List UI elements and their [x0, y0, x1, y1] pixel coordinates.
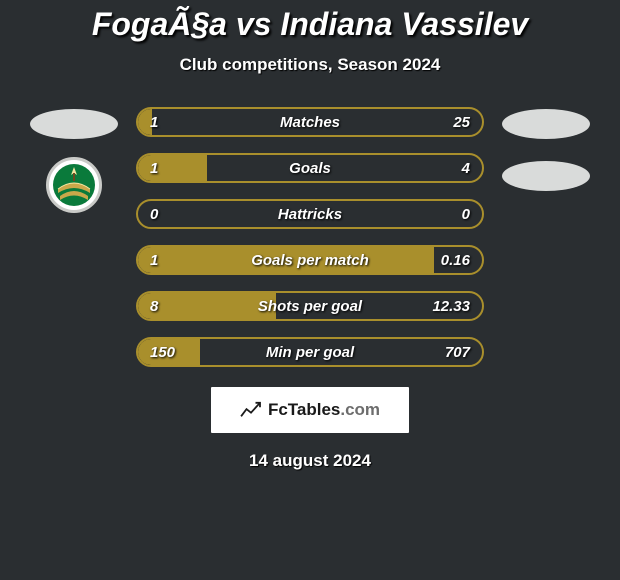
stat-label: Goals: [198, 160, 422, 177]
stat-row: 0Hattricks0: [136, 199, 484, 229]
season-subtitle: Club competitions, Season 2024: [0, 55, 620, 75]
stat-right-value: 0: [422, 206, 482, 223]
stat-left-value: 8: [138, 298, 198, 315]
stat-label: Min per goal: [198, 344, 422, 361]
stat-right-value: 4: [422, 160, 482, 177]
left-player-avatar: [30, 109, 118, 139]
stat-left-value: 1: [138, 160, 198, 177]
right-player-avatar: [502, 109, 590, 139]
stat-left-value: 1: [138, 252, 198, 269]
stat-row: 1Matches25: [136, 107, 484, 137]
stat-row: 1Goals4: [136, 153, 484, 183]
stat-left-value: 150: [138, 344, 198, 361]
stats-list: 1Matches251Goals40Hattricks01Goals per m…: [136, 107, 484, 367]
stat-right-value: 12.33: [422, 298, 482, 315]
right-player-column: [498, 107, 594, 367]
left-club-badge: [46, 157, 102, 213]
brand-text: FcTables.com: [268, 400, 380, 420]
brand-badge[interactable]: FcTables.com: [211, 387, 409, 433]
stat-label: Hattricks: [198, 206, 422, 223]
brand-suffix: .com: [340, 400, 380, 419]
stat-label: Goals per match: [198, 252, 422, 269]
stat-left-value: 0: [138, 206, 198, 223]
timbers-crest-icon: [52, 163, 96, 207]
stat-row: 8Shots per goal12.33: [136, 291, 484, 321]
left-player-column: [26, 107, 122, 367]
comparison-body: 1Matches251Goals40Hattricks01Goals per m…: [0, 107, 620, 367]
stat-label: Matches: [198, 114, 422, 131]
brand-prefix: Fc: [268, 400, 288, 419]
brand-main: Tables: [288, 400, 341, 419]
card-date: 14 august 2024: [0, 451, 620, 471]
stat-right-value: 707: [422, 344, 482, 361]
page-title: FogaÃ§a vs Indiana Vassilev: [0, 6, 620, 43]
right-club-placeholder: [502, 161, 590, 191]
stat-right-value: 25: [422, 114, 482, 131]
fctables-logo-icon: [240, 401, 262, 419]
stat-row: 150Min per goal707: [136, 337, 484, 367]
stat-label: Shots per goal: [198, 298, 422, 315]
stat-right-value: 0.16: [422, 252, 482, 269]
stat-row: 1Goals per match0.16: [136, 245, 484, 275]
stat-left-value: 1: [138, 114, 198, 131]
comparison-card: FogaÃ§a vs Indiana Vassilev Club competi…: [0, 0, 620, 471]
